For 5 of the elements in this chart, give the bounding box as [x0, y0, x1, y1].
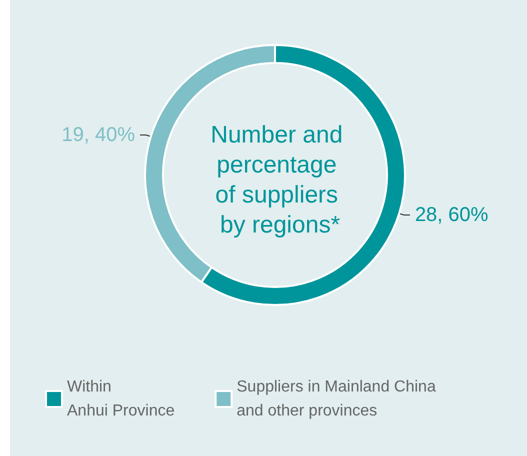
legend-label: Suppliers in Mainland China and other provinces: [236, 378, 436, 420]
text: Number and percentage of suppliers by regions*: [210, 122, 350, 238]
data-label: 19, 40%: [62, 124, 136, 146]
data-label: 28, 60%: [414, 204, 489, 226]
legend-label: Within Anhui Province: [67, 378, 175, 420]
